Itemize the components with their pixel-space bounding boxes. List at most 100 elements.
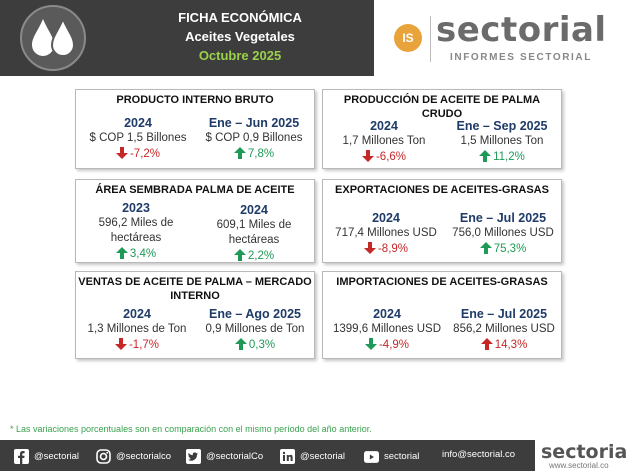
change-down: -8,9%: [325, 241, 447, 259]
arrow-up-icon: [233, 249, 246, 266]
brand-logo: IS sectorial INFORMES SECTORIAL: [390, 8, 622, 68]
brand-divider: [430, 16, 431, 62]
arrow-down-icon: [361, 150, 374, 167]
period-label: 2024: [240, 203, 268, 217]
linkedin-icon: [280, 449, 295, 464]
facebook-icon: [14, 449, 29, 464]
period-label: 2024: [372, 211, 400, 225]
area-right: 2024 609,1 Miles de hectáreas 2,2%: [196, 202, 312, 266]
value-label: 596,2 Miles de: [98, 217, 174, 229]
change-up: 7,8%: [194, 146, 314, 164]
period-label: 2024: [123, 307, 151, 321]
card-title: ÁREA SEMBRADA PALMA DE ACEITE: [95, 184, 295, 196]
value-unit: hectáreas: [110, 232, 162, 244]
card-title: VENTAS DE ACEITE DE PALMA – MERCADO INTE…: [76, 275, 314, 303]
change-down: -4,9%: [325, 337, 449, 355]
ventas-right: Ene – Ago 2025 0,9 Millones de Ton 0,3%: [196, 306, 314, 355]
value-label: 1,7 Millones Ton: [342, 135, 426, 147]
card-title-line1: VENTAS DE ACEITE DE PALMA – MERCADO: [78, 276, 312, 288]
change-up: 75,3%: [445, 241, 561, 259]
change-up: 3,4%: [78, 246, 194, 264]
header-banner: FICHA ECONÓMICA Aceites Vegetales Octubr…: [0, 0, 374, 76]
import-left: 2024 1399,6 Millones USD -4,9%: [325, 306, 449, 355]
twitter-icon: [186, 449, 201, 464]
header-title: FICHA ECONÓMICA Aceites Vegetales Octubr…: [110, 8, 370, 65]
arrow-down-icon: [114, 338, 127, 355]
value-label: 0,9 Millones de Ton: [205, 323, 305, 335]
period-label: 2024: [370, 119, 398, 133]
linkedin-link[interactable]: @sectorial: [280, 449, 345, 464]
change-up: 2,2%: [196, 248, 312, 266]
facebook-link[interactable]: @sectorial: [14, 449, 79, 464]
change-down: -1,7%: [78, 337, 196, 355]
period-label: 2023: [122, 201, 150, 215]
arrow-up-icon: [479, 242, 492, 259]
export-right: Ene – Jul 2025 756,0 Millones USD 75,3%: [445, 210, 561, 259]
period-label: 2024: [124, 116, 152, 130]
period-label: 2024: [373, 307, 401, 321]
card-produccion-palma: PRODUCCIÓN DE ACEITE DE PALMA CRUDO 2024…: [322, 89, 562, 169]
period-label: Ene – Ago 2025: [209, 307, 301, 321]
brand-badge: IS: [394, 24, 422, 52]
ventas-left: 2024 1,3 Millones de Ton -1,7%: [78, 306, 196, 355]
brand-name: sectorial: [436, 10, 607, 50]
footnote: * Las variaciones porcentuales son en co…: [10, 424, 372, 434]
value-label: 1,5 Millones Ton: [460, 135, 544, 147]
instagram-icon: [96, 449, 111, 464]
footer-brand: sectorial www.sectorial.co: [535, 440, 628, 471]
card-title: IMPORTACIONES DE ACEITES-GRASAS: [336, 276, 548, 288]
card-title: PRODUCTO INTERNO BRUTO: [116, 94, 274, 106]
arrow-up-icon: [234, 338, 247, 355]
card-ventas-mercado-interno: VENTAS DE ACEITE DE PALMA – MERCADO INTE…: [75, 271, 315, 359]
card-title: PRODUCCIÓN DE ACEITE DE PALMA CRUDO: [343, 94, 541, 120]
change-up: 14,3%: [447, 337, 561, 355]
period-label: Ene – Sep 2025: [456, 119, 548, 133]
value-label: 1399,6 Millones USD: [332, 323, 442, 335]
youtube-icon: [364, 449, 379, 464]
value-label: $ COP 0,9 Billones: [205, 132, 303, 144]
change-up: 0,3%: [196, 337, 314, 355]
area-left: 2023 596,2 Miles de hectáreas 3,4%: [78, 200, 194, 264]
report-type: FICHA ECONÓMICA: [178, 10, 302, 25]
change-down: -7,2%: [78, 146, 198, 164]
footer-brand-url: www.sectorial.co: [549, 461, 609, 470]
period-label: Ene – Jul 2025: [460, 307, 548, 321]
pib-right: Ene – Jun 2025 $ COP 0,9 Billones 7,8%: [194, 115, 314, 164]
pib-left: 2024 $ COP 1,5 Billones -7,2%: [78, 115, 198, 164]
card-title: EXPORTACIONES DE ACEITES-GRASAS: [335, 184, 549, 196]
arrow-up-icon: [480, 338, 493, 355]
card-exportaciones: EXPORTACIONES DE ACEITES-GRASAS 2024 717…: [322, 179, 562, 263]
youtube-link[interactable]: sectorial: [364, 449, 419, 464]
period-label: Ene – Jun 2025: [208, 116, 300, 130]
instagram-link[interactable]: @sectorialco: [96, 449, 171, 464]
card-pib: PRODUCTO INTERNO BRUTO 2024 $ COP 1,5 Bi…: [75, 89, 315, 169]
export-left: 2024 717,4 Millones USD -8,9%: [325, 210, 447, 259]
brand-subtitle: INFORMES SECTORIAL: [450, 52, 592, 63]
change-up: 11,2%: [443, 149, 561, 167]
period-label: Ene – Jul 2025: [459, 211, 547, 225]
palma-right: Ene – Sep 2025 1,5 Millones Ton 11,2%: [443, 118, 561, 167]
arrow-down-icon: [363, 242, 376, 259]
arrow-down-icon: [115, 147, 128, 164]
value-label: 856,2 Millones USD: [453, 323, 555, 335]
report-date: Octubre 2025: [198, 48, 282, 63]
palma-left: 2024 1,7 Millones Ton -6,6%: [325, 118, 443, 167]
arrow-up-icon: [233, 147, 246, 164]
oil-drops-icon: [20, 5, 86, 71]
card-importaciones: IMPORTACIONES DE ACEITES-GRASAS 2024 139…: [322, 271, 562, 359]
footer-social-bar: @sectorial @sectorialco @sectorialCo @se…: [0, 440, 535, 471]
footer-brand-name: sectorial: [541, 441, 628, 463]
arrow-down-icon: [364, 338, 377, 355]
value-label: 1,3 Millones de Ton: [87, 323, 187, 335]
value-unit: hectáreas: [228, 234, 280, 246]
import-right: Ene – Jul 2025 856,2 Millones USD 14,3%: [447, 306, 561, 355]
value-label: 717,4 Millones USD: [335, 227, 437, 239]
value-label: 609,1 Miles de: [216, 219, 292, 231]
arrow-up-icon: [479, 150, 492, 167]
email-link[interactable]: info@sectorial.co: [442, 449, 516, 460]
card-area-sembrada: ÁREA SEMBRADA PALMA DE ACEITE 2023 596,2…: [75, 179, 315, 263]
arrow-up-icon: [115, 247, 128, 264]
twitter-link[interactable]: @sectorialCo: [186, 449, 263, 464]
change-down: -6,6%: [325, 149, 443, 167]
value-label: 756,0 Millones USD: [452, 227, 554, 239]
